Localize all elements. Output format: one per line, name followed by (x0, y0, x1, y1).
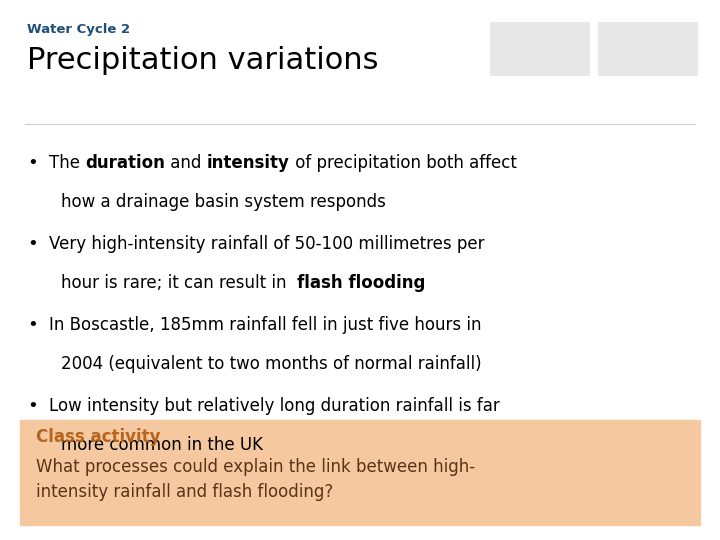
Bar (490, 22, 590, 76)
Text: hour is rare; it can result in: hour is rare; it can result in (61, 274, 297, 292)
Text: duration: duration (85, 154, 165, 172)
Text: •: • (27, 235, 38, 253)
Text: The: The (49, 154, 85, 172)
Text: intensity: intensity (207, 154, 289, 172)
Text: Water Cycle 2: Water Cycle 2 (27, 23, 130, 36)
Text: Very high-intensity rainfall of 50-100 millimetres per: Very high-intensity rainfall of 50-100 m… (49, 235, 485, 253)
Text: Class activity: Class activity (36, 428, 161, 445)
Text: more common in the UK: more common in the UK (61, 436, 264, 454)
Text: and: and (165, 154, 207, 172)
Text: •: • (27, 316, 38, 334)
Text: how a drainage basin system responds: how a drainage basin system responds (61, 193, 386, 211)
Bar (598, 22, 698, 76)
Text: In Boscastle, 185mm rainfall fell in just five hours in: In Boscastle, 185mm rainfall fell in jus… (49, 316, 482, 334)
Text: •: • (27, 397, 38, 415)
Text: What processes could explain the link between high-
intensity rainfall and flash: What processes could explain the link be… (36, 458, 475, 502)
Text: Low intensity but relatively long duration rainfall is far: Low intensity but relatively long durati… (49, 397, 500, 415)
Text: •: • (27, 154, 38, 172)
Text: Precipitation variations: Precipitation variations (27, 46, 379, 75)
Text: flash flooding: flash flooding (297, 274, 426, 292)
Text: of precipitation both affect: of precipitation both affect (289, 154, 516, 172)
Text: 2004 (equivalent to two months of normal rainfall): 2004 (equivalent to two months of normal… (61, 355, 482, 373)
FancyBboxPatch shape (20, 420, 700, 525)
